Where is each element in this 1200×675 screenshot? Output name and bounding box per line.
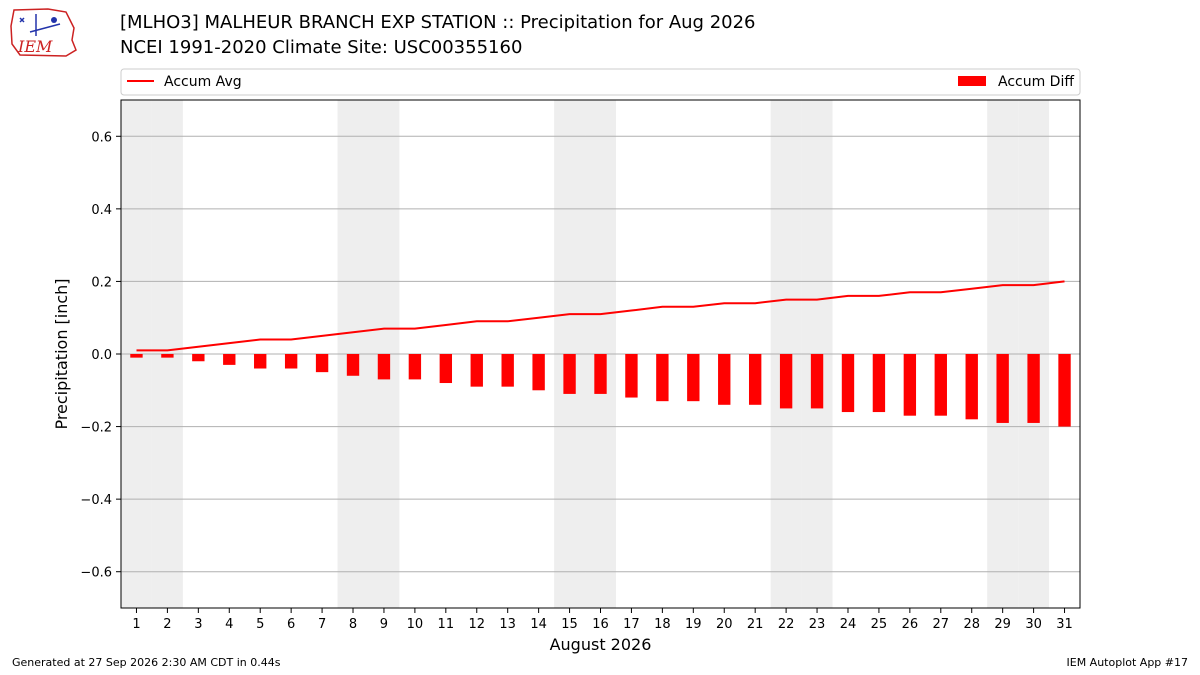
bar-day-14: [532, 354, 545, 391]
x-tick-label: 1: [132, 617, 140, 632]
x-tick-label: 18: [654, 617, 671, 632]
y-tick-label: −0.2: [80, 421, 112, 436]
x-tick-label: 14: [530, 617, 547, 632]
bar-day-13: [501, 354, 514, 387]
x-tick-label: 3: [194, 617, 202, 632]
x-tick-label: 29: [994, 617, 1011, 632]
accum-avg-line-group: [136, 280, 1065, 352]
bar-day-21: [748, 354, 762, 405]
x-tick-label: 28: [963, 617, 980, 632]
y-tick-label: −0.4: [80, 493, 112, 508]
x-tick-label: 19: [685, 617, 702, 632]
x-tick-label: 25: [871, 617, 888, 632]
x-tick-label: 17: [623, 617, 640, 632]
x-tick-label: 23: [809, 617, 826, 632]
bar-day-11: [439, 354, 453, 384]
bar-day-20: [718, 354, 731, 405]
bar-day-7: [315, 354, 329, 373]
y-axis-ticks: −0.6 −0.4 −0.2 0.0 0.2 0.4 0.6: [80, 130, 121, 581]
bar-day-22: [779, 354, 793, 409]
bar-day-26: [903, 354, 917, 416]
bar-day-27: [934, 354, 947, 416]
footer-app: IEM Autoplot App #17: [1066, 656, 1189, 669]
bar-day-3: [192, 354, 205, 362]
bar-day-2: [161, 354, 174, 358]
x-tick-label: 21: [747, 617, 764, 632]
x-tick-label: 26: [902, 617, 919, 632]
chart-subtitle: NCEI 1991-2020 Climate Site: USC00355160: [120, 37, 523, 58]
x-tick-label: 27: [933, 617, 950, 632]
legend-bar-swatch: [958, 76, 986, 86]
bar-day-8: [346, 354, 360, 376]
x-tick-label: 15: [561, 617, 578, 632]
y-tick-label: 0.6: [91, 130, 112, 145]
x-tick-label: 2: [163, 617, 171, 632]
x-tick-label: 5: [256, 617, 264, 632]
x-tick-label: 24: [840, 617, 857, 632]
x-tick-label: 16: [592, 617, 609, 632]
iem-logo: IEM: [10, 8, 77, 57]
x-tick-label: 22: [778, 617, 795, 632]
bar-day-31: [1058, 354, 1071, 427]
bar-day-1: [130, 354, 143, 358]
x-tick-label: 4: [225, 617, 233, 632]
y-tick-label: 0.4: [91, 203, 112, 218]
bar-day-5: [254, 354, 267, 369]
x-tick-label: 13: [499, 617, 516, 632]
x-tick-label: 30: [1025, 617, 1042, 632]
legend-box: [120, 68, 1081, 96]
y-axis-label: Precipitation [inch]: [52, 278, 71, 429]
accum-diff-bars: [130, 354, 1071, 427]
bar-day-9: [377, 354, 391, 380]
bar-day-4: [223, 354, 236, 365]
x-tick-label: 12: [468, 617, 485, 632]
footer-generated: Generated at 27 Sep 2026 2:30 AM CDT in …: [12, 656, 281, 669]
bar-day-25: [872, 354, 886, 413]
y-tick-label: −0.6: [80, 566, 112, 581]
x-tick-label: 31: [1056, 617, 1073, 632]
bar-day-6: [284, 354, 298, 369]
x-axis-ticks: 1 2 3 4 5 6 7 8 9 10 11 12 13 14 15 16 17 18 19 20 21 22 23 24 2…: [132, 608, 1073, 632]
bar-day-29: [996, 354, 1009, 423]
bar-day-28: [965, 354, 978, 420]
y-tick-label: 0.0: [91, 348, 112, 363]
bar-day-24: [841, 354, 855, 413]
y-tick-label: 0.2: [91, 275, 112, 290]
x-tick-label: 6: [287, 617, 295, 632]
bar-day-30: [1027, 354, 1040, 423]
legend-accum-avg-label: Accum Avg: [164, 74, 242, 90]
bar-day-15: [563, 354, 576, 394]
accum-avg-line: [136, 280, 1065, 352]
bar-day-17: [625, 354, 638, 398]
logo-text: IEM: [17, 37, 53, 56]
bar-day-19: [687, 354, 700, 402]
x-axis-label: August 2026: [550, 635, 652, 654]
x-tick-label: 11: [438, 617, 455, 632]
bar-day-23: [810, 354, 824, 409]
bar-day-12: [470, 354, 483, 387]
legend: Accum Avg Accum Diff: [120, 68, 1081, 96]
x-tick-label: 9: [380, 617, 388, 632]
x-tick-label: 8: [349, 617, 357, 632]
bar-day-10: [408, 354, 422, 380]
x-tick-label: 10: [407, 617, 424, 632]
legend-accum-diff-label: Accum Diff: [998, 74, 1074, 90]
x-tick-label: 7: [318, 617, 326, 632]
chart-title: [MLHO3] MALHEUR BRANCH EXP STATION :: Pr…: [120, 12, 756, 33]
bar-day-18: [656, 354, 669, 402]
bar-day-16: [594, 354, 607, 394]
x-tick-label: 20: [716, 617, 733, 632]
